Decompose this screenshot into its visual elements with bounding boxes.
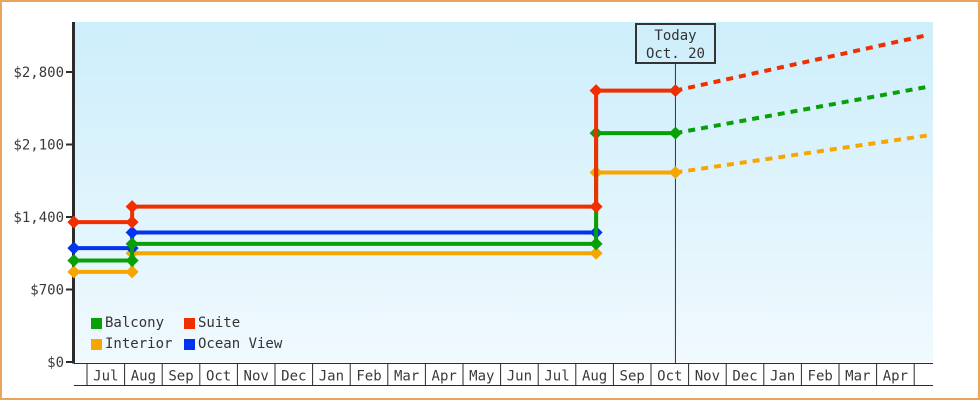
legend: Balcony Suite Interior Ocean View: [91, 315, 282, 352]
suite-swatch-icon: [184, 317, 195, 329]
series-line-interior: [73, 170, 676, 274]
series-point-interior: [589, 246, 603, 260]
ocean-view-swatch-icon: [184, 338, 195, 350]
y-tick-label: $0: [47, 355, 64, 371]
month-label: Aug: [582, 369, 607, 385]
balcony-swatch-icon: [91, 317, 102, 329]
month-label: Apr: [883, 369, 908, 385]
month-label: Feb: [356, 369, 381, 385]
month-label: Sep: [620, 369, 645, 385]
series-point-suite: [67, 215, 81, 229]
month-label: Oct: [657, 369, 682, 385]
month-label: Aug: [131, 369, 156, 385]
series-line-balcony: [73, 131, 676, 263]
series-point-balcony: [67, 254, 81, 267]
series-point-suite: [589, 84, 603, 98]
y-tick-label: $1,400: [13, 210, 64, 226]
series-projection-interior: [675, 133, 930, 175]
legend-item-balcony: Balcony: [91, 315, 184, 331]
month-label: Jan: [770, 369, 795, 385]
month-label: Mar: [845, 369, 870, 385]
series-projection-balcony: [675, 84, 930, 136]
month-label: Dec: [281, 369, 306, 385]
month-label: Sep: [168, 369, 193, 385]
legend-label: Balcony: [105, 315, 165, 331]
series-point-ocean-view: [67, 241, 81, 255]
month-label: Jun: [507, 369, 532, 385]
series-point-interior: [67, 265, 81, 279]
legend-label: Suite: [198, 315, 241, 331]
series-point-interior: [668, 165, 682, 179]
interior-swatch-icon: [91, 338, 102, 350]
today-label: Today: [654, 28, 697, 44]
month-label: May: [469, 369, 494, 385]
legend-item-ocean-view: Ocean View: [184, 336, 282, 352]
y-tick-label: $700: [30, 283, 64, 299]
month-label: Dec: [732, 369, 757, 385]
series-point-suite: [589, 200, 603, 214]
series-projection-suite: [675, 32, 930, 93]
month-label: Oct: [206, 369, 231, 385]
legend-label: Interior: [105, 336, 173, 352]
series-point-balcony: [668, 126, 682, 140]
month-label: Apr: [432, 369, 457, 385]
month-label: Jul: [93, 369, 118, 385]
month-label: Nov: [695, 369, 720, 385]
series-point-balcony: [589, 237, 603, 251]
month-label: Feb: [808, 369, 833, 385]
month-label: Nov: [244, 369, 269, 385]
today-date: Oct. 20: [645, 46, 705, 62]
month-label: Jul: [544, 369, 569, 385]
y-tick-label: $2,800: [13, 65, 64, 81]
legend-label: Ocean View: [198, 336, 283, 352]
month-label: Jan: [319, 369, 344, 385]
month-label: Mar: [394, 369, 419, 385]
series-line-suite: [73, 88, 676, 225]
y-tick-label: $2,100: [13, 138, 64, 154]
plot-background: [75, 22, 933, 362]
today-marker-flag: Today Oct. 20: [635, 23, 716, 64]
legend-item-interior: Interior: [91, 336, 184, 352]
series-point-suite: [668, 84, 682, 98]
legend-item-suite: Suite: [184, 315, 282, 331]
